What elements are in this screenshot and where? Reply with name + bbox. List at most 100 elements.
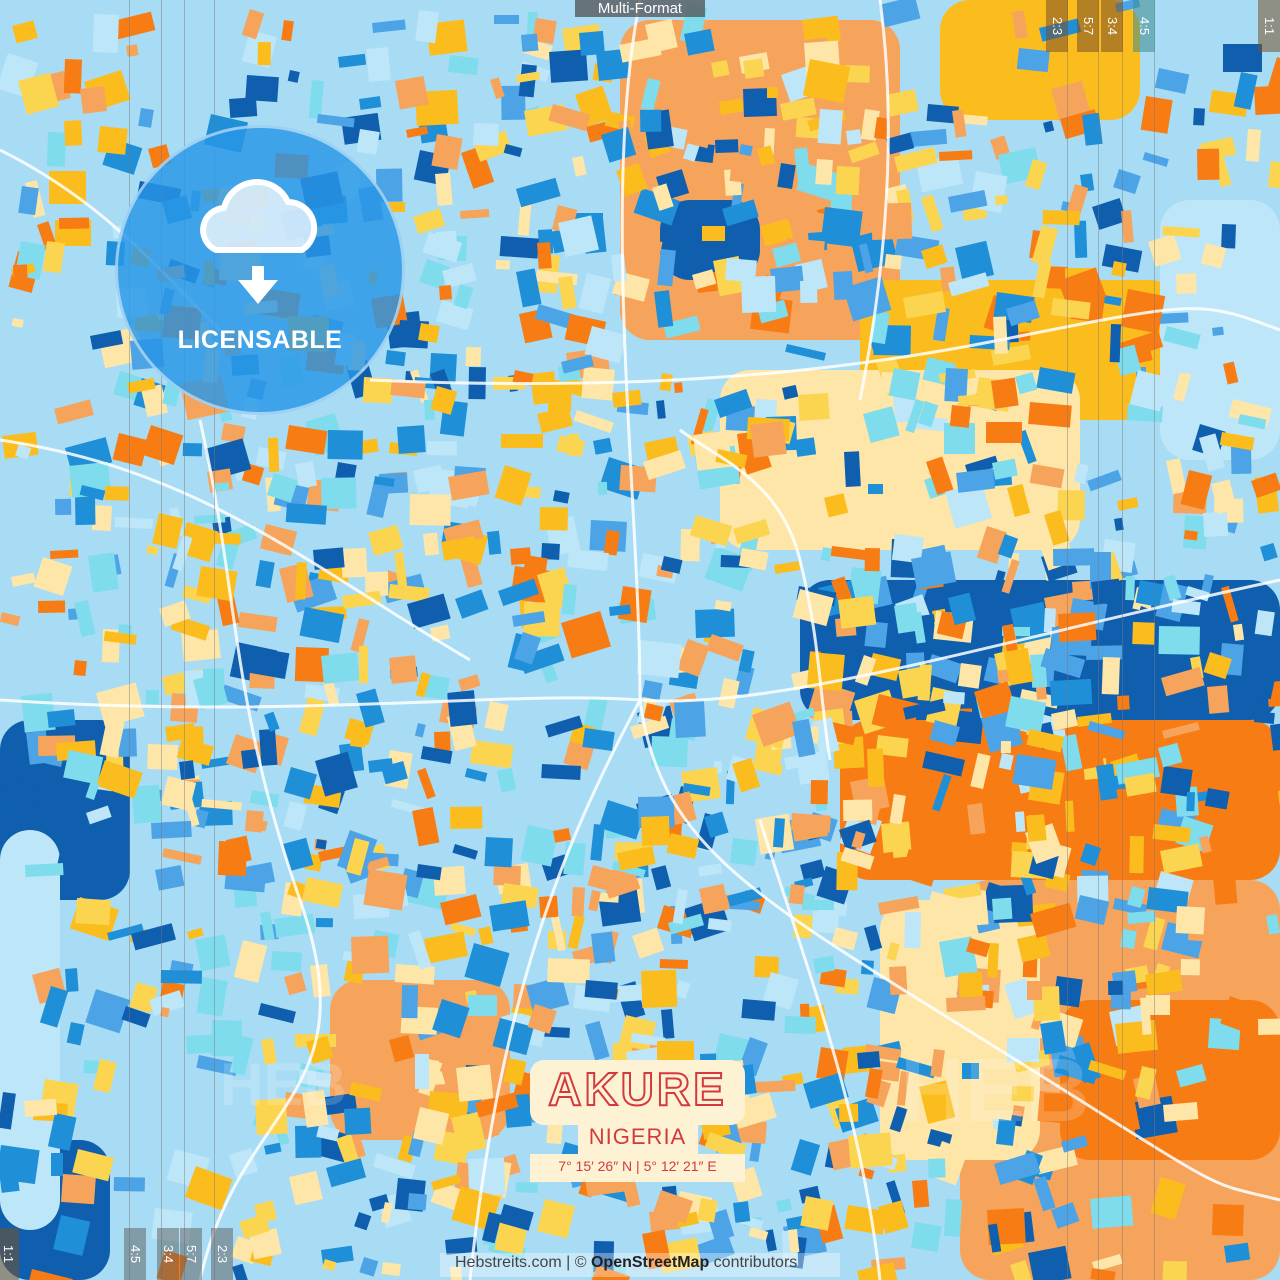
building-block [706,634,744,662]
building-block [312,547,345,570]
building-block [1144,969,1183,996]
building-block [465,347,481,367]
building-block [760,218,794,247]
building-block [1152,824,1191,843]
building-block [297,1068,332,1088]
osm-link[interactable]: OpenStreetMap [590,1254,710,1271]
building-block [739,144,753,157]
building-block [451,1111,487,1155]
building-block [1258,1018,1280,1035]
building-block [47,709,76,728]
building-block [306,1035,334,1064]
building-block [668,791,697,826]
building-block [1109,324,1121,363]
building-block [1163,1102,1199,1122]
building-block [851,79,877,96]
building-block [449,921,477,937]
building-block [903,698,946,720]
building-block [263,711,280,732]
building-block [561,611,612,659]
building-block [445,1236,478,1255]
building-block [1162,722,1200,739]
building-block [988,1223,1002,1253]
building-block [1113,168,1141,195]
building-block [1126,910,1156,924]
building-block [719,98,744,115]
building-block [663,315,701,339]
building-block [867,748,885,787]
building-block [359,96,382,110]
building-block [774,561,801,574]
building-block [1254,609,1275,637]
building-block [810,780,828,805]
building-block [469,740,514,769]
building-block [918,1080,956,1124]
building-block [440,894,482,926]
building-block [1198,433,1225,472]
building-block [794,147,812,187]
building-block [229,1148,259,1178]
building-block [571,887,585,917]
building-block [1121,1101,1141,1132]
building-block [49,549,79,559]
building-block [1176,1064,1207,1088]
building-block [1245,128,1261,162]
licensable-badge[interactable]: LICENSABLE [115,125,405,415]
building-block [661,1009,675,1039]
building-block [891,534,924,564]
building-block [634,236,663,253]
crop-mark-3-4: 3:4 [157,1228,179,1280]
building-block [1220,819,1267,862]
building-block [1027,981,1042,1000]
building-block [0,1092,16,1130]
building-block [114,517,153,529]
crop-line [1122,0,1123,1280]
building-block [857,1262,898,1280]
building-block [499,236,539,259]
building-block [874,117,889,140]
building-block [886,88,919,117]
building-block [668,913,704,935]
building-block [800,859,826,882]
building-block [10,572,36,587]
building-block [864,1068,883,1099]
building-block [741,999,776,1021]
building-block [178,760,196,780]
building-block [767,87,778,98]
building-block [1157,312,1189,324]
building-block [1123,772,1157,797]
building-block [830,546,872,561]
building-block [603,530,620,556]
building-block [240,748,261,769]
building-block [674,700,706,738]
building-block [868,484,883,494]
building-block [802,900,834,910]
building-block [1266,914,1280,935]
building-block [790,1139,821,1176]
building-block [563,741,594,771]
building-block [447,55,479,76]
building-block [160,970,202,984]
building-block [389,1034,415,1063]
credit-site[interactable]: Hebstreits.com | © [455,1254,591,1271]
building-block [99,719,125,758]
building-block [350,730,367,748]
building-block [205,438,252,480]
building-block [283,972,307,996]
building-block [455,589,489,619]
building-block [415,1054,429,1089]
building-block [91,505,112,531]
building-block [1082,112,1103,146]
building-block [405,125,429,138]
building-block [412,1107,450,1145]
building-block [1223,44,1262,72]
building-block [473,123,499,146]
building-block [1011,10,1028,39]
building-block [221,423,246,444]
building-block [1034,1144,1078,1175]
building-block [630,715,670,740]
building-block [389,202,405,212]
building-block [488,900,530,932]
building-block [831,927,859,951]
